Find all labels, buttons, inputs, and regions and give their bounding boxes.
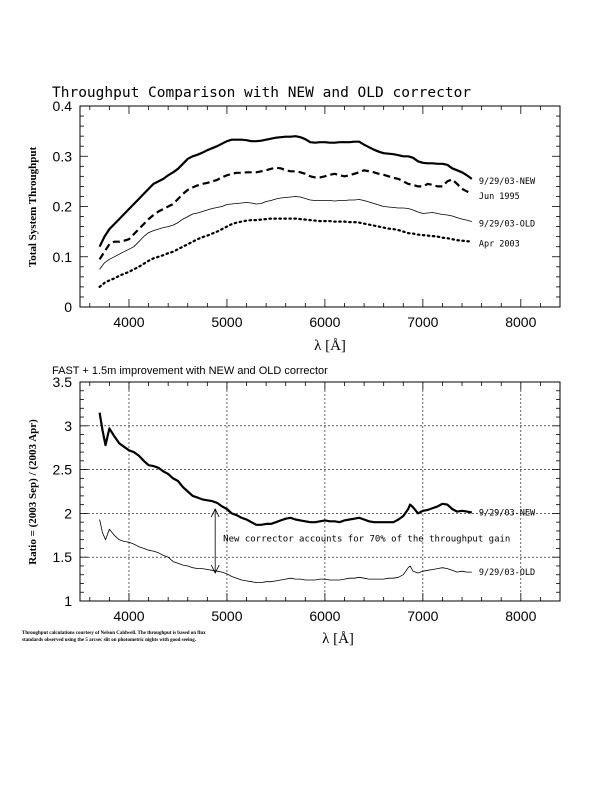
footnote-line-2: standards observed using the 5 arcsec sl… (22, 638, 197, 643)
x-tick-label: 7000 (407, 608, 438, 624)
plot-frame (79, 105, 561, 308)
series-line-1 (99, 519, 472, 583)
series-line-3 (98, 217, 473, 288)
series-line-1 (98, 166, 473, 260)
y-tick-label: 2 (64, 505, 72, 521)
series-label-2: 9/29/03-OLD (479, 220, 535, 230)
bottom-y-axis-label: Ratio = (2003 Sep) / (2003 Apr) (27, 419, 39, 565)
annotation-arrowhead-down (210, 564, 220, 574)
x-tick-label: 5000 (211, 608, 242, 624)
x-tick-label: 4000 (113, 608, 144, 624)
series-label-1: Jun 1995 (479, 192, 520, 202)
series-label-0: 9/29/03-NEW (479, 509, 536, 519)
throughput-chart: Throughput Comparison with NEW and OLD c… (27, 85, 561, 354)
bottom-chart-title: FAST + 1.5m improvement with NEW and OLD… (52, 365, 328, 377)
y-tick-label: 3.5 (53, 374, 73, 390)
y-tick-label: 0.1 (53, 249, 73, 265)
footnote-line-1: Throughput calculations courtesy of Nels… (22, 631, 206, 636)
series-label-0: 9/29/03-NEW (479, 177, 536, 187)
top-x-axis-label: λ [Å] (314, 338, 346, 354)
bottom-x-axis-label: λ [Å] (322, 631, 354, 647)
y-tick-label: 1 (64, 593, 72, 609)
annotation-arrowhead-up (210, 508, 220, 518)
y-tick-label: 3 (64, 418, 72, 434)
x-tick-label: 5000 (211, 314, 242, 330)
series-line-2 (99, 196, 472, 270)
x-tick-label: 7000 (407, 314, 438, 330)
x-tick-label: 6000 (309, 608, 340, 624)
annotation-text: New corrector accounts for 70% of the th… (223, 534, 510, 544)
y-tick-label: 0.2 (53, 199, 73, 215)
y-tick-label: 2.5 (53, 462, 73, 478)
x-tick-label: 8000 (505, 608, 536, 624)
y-tick-label: 0.3 (53, 148, 73, 164)
y-tick-label: 0 (64, 299, 72, 315)
series-label-1: 9/29/03-OLD (479, 568, 535, 578)
series-label-3: Apr 2003 (479, 240, 520, 250)
plot-frame (79, 381, 561, 602)
series-line-0 (98, 135, 473, 248)
ratio-chart: FAST + 1.5m improvement with NEW and OLD… (27, 365, 561, 647)
top-chart-title: Throughput Comparison with NEW and OLD c… (52, 85, 471, 101)
y-tick-label: 1.5 (53, 549, 73, 565)
top-y-axis-label: Total System Throughput (27, 147, 39, 268)
x-tick-label: 8000 (505, 314, 536, 330)
y-tick-label: 0.4 (53, 98, 73, 114)
x-tick-label: 4000 (113, 314, 144, 330)
x-tick-label: 6000 (309, 314, 340, 330)
series-line-0 (98, 412, 472, 526)
